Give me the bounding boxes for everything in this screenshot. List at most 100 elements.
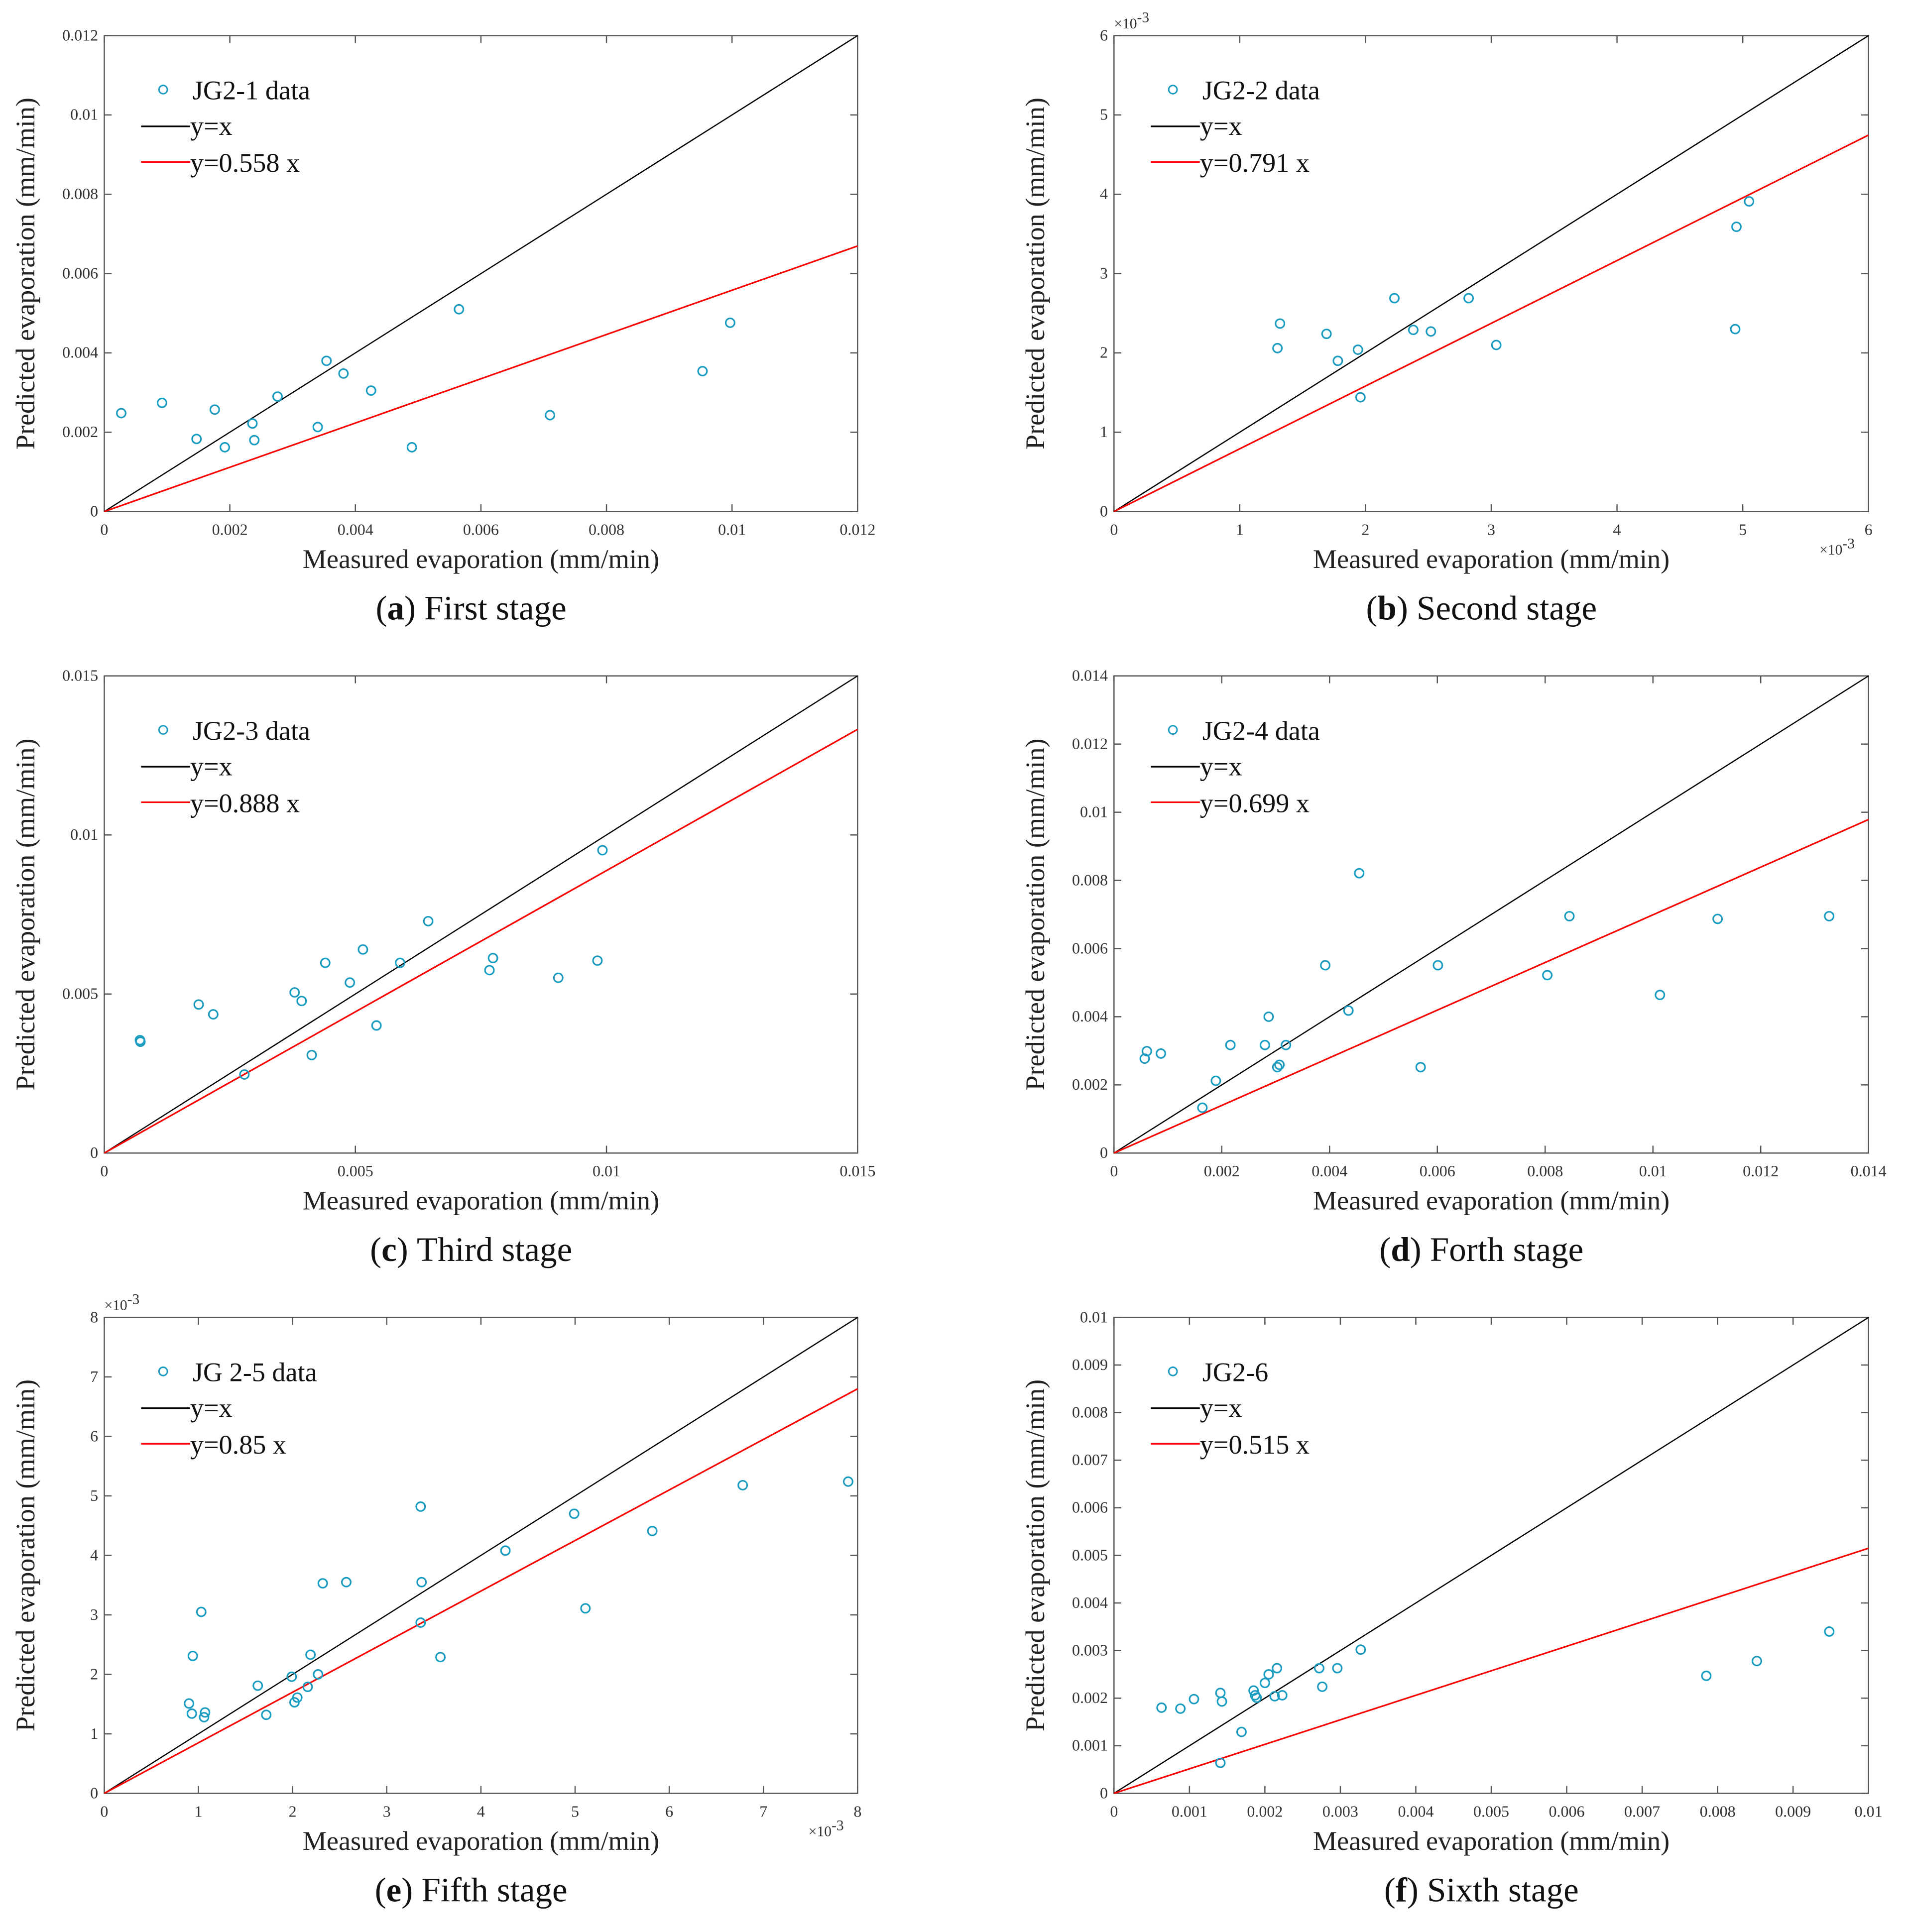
caption-paren-close: ) xyxy=(1410,1231,1430,1268)
x-tick-label: 1 xyxy=(195,1802,203,1820)
y-tick-label: 0.001 xyxy=(1072,1736,1108,1754)
caption-text: Fifth stage xyxy=(422,1871,568,1909)
caption-letter: b xyxy=(1377,589,1396,627)
identity-line xyxy=(1113,1317,1869,1794)
y-tick-label: 0.006 xyxy=(1072,1498,1108,1516)
y-exponent-label: ×10-3 xyxy=(1114,9,1149,31)
data-point xyxy=(1251,1692,1262,1703)
data-point xyxy=(724,317,735,328)
panel-caption: (c) Third stage xyxy=(370,1231,572,1268)
y-tick-label: 0 xyxy=(1100,1784,1108,1802)
data-point xyxy=(1712,913,1723,924)
data-point xyxy=(305,1649,316,1660)
y-tick-label: 1 xyxy=(1100,423,1108,441)
caption-letter: f xyxy=(1396,1871,1408,1909)
data-point xyxy=(156,397,167,408)
caption-text: Second stage xyxy=(1417,589,1597,627)
identity-line xyxy=(1113,35,1869,512)
caption-text: First stage xyxy=(424,589,567,627)
y-tick-label: 0.004 xyxy=(62,343,98,361)
data-point xyxy=(1210,1075,1221,1086)
x-tick-label: 0.001 xyxy=(1172,1802,1207,1820)
y-tick-label: 0.006 xyxy=(1072,939,1108,957)
x-tick-label: 0.006 xyxy=(1420,1162,1455,1180)
data-point xyxy=(1216,1696,1227,1707)
data-point xyxy=(1156,1702,1167,1713)
data-point xyxy=(1354,868,1365,879)
x-tick-label: 0.009 xyxy=(1775,1802,1811,1820)
x-tick-label: 0.007 xyxy=(1624,1802,1660,1820)
y-tick-label: 7 xyxy=(90,1367,98,1385)
data-point xyxy=(1175,1703,1186,1714)
y-tick-label: 0.002 xyxy=(1072,1075,1108,1093)
data-point xyxy=(1352,344,1363,355)
panel-caption: (e) Fifth stage xyxy=(375,1871,568,1909)
legend-label-identity: y=x xyxy=(190,751,233,781)
y-tick-label: 0.015 xyxy=(62,667,98,684)
legend-label-fit: y=0.558 x xyxy=(190,148,300,178)
data-point xyxy=(261,1709,272,1720)
panel-d: 0 0.002 0.004 0.006 0.008 0.01 0.012 0.014 0 0.00… xyxy=(1020,667,1887,1268)
fit-line xyxy=(1113,1547,1869,1794)
data-point xyxy=(580,1603,591,1614)
y-tick-label: 0.004 xyxy=(1072,1593,1108,1611)
legend-label-identity: y=x xyxy=(190,1393,233,1423)
y-tick-label: 2 xyxy=(90,1665,98,1683)
data-point xyxy=(553,972,564,983)
data-point xyxy=(296,996,307,1007)
data-point xyxy=(1141,1046,1152,1057)
data-point xyxy=(292,1692,303,1703)
caption-letter: e xyxy=(386,1871,402,1909)
data-point xyxy=(313,1669,324,1680)
x-tick-label: 0.012 xyxy=(839,520,875,538)
data-point xyxy=(187,1650,198,1661)
x-tick-label: 6 xyxy=(665,1802,673,1820)
x-tick-label: 2 xyxy=(1361,520,1369,538)
y-tick-label: 0.01 xyxy=(1080,802,1108,820)
data-point xyxy=(193,999,204,1010)
data-point xyxy=(1263,1011,1274,1022)
data-point xyxy=(1824,1626,1835,1637)
legend-marker-icon xyxy=(158,1366,168,1376)
y-tick-label: 0.002 xyxy=(1072,1689,1108,1706)
caption-text: Forth stage xyxy=(1430,1231,1583,1268)
x-axis-label: Measured evaporation (mm/min) xyxy=(303,544,659,574)
data-point xyxy=(1277,1690,1288,1701)
x-tick-label: 0.01 xyxy=(1639,1162,1667,1180)
panel-caption: (b) Second stage xyxy=(1366,589,1597,627)
data-point xyxy=(1751,1656,1762,1667)
x-tick-label: 0.005 xyxy=(338,1162,373,1180)
x-tick-label: 0.006 xyxy=(1549,1802,1585,1820)
y-tick-label: 2 xyxy=(1100,343,1108,361)
data-point xyxy=(1426,326,1436,337)
y-tick-label: 0.005 xyxy=(1072,1546,1108,1564)
x-tick-label: 0.002 xyxy=(1204,1162,1240,1180)
x-axis-label: Measured evaporation (mm/min) xyxy=(303,1186,659,1216)
data-point xyxy=(199,1712,210,1722)
x-tick-label: 3 xyxy=(1487,520,1495,538)
x-tick-label: 0.008 xyxy=(1700,1802,1736,1820)
y-tick-label: 0.008 xyxy=(1072,871,1108,889)
x-tick-label: 3 xyxy=(383,1802,391,1820)
caption-paren-close: ) xyxy=(397,1231,417,1268)
legend-label-data: JG 2-5 data xyxy=(193,1358,317,1387)
panel-a: 0 0.002 0.004 0.006 0.008 0.01 0.012 0 0.002 0.00… xyxy=(10,26,875,627)
x-tick-label: 0 xyxy=(1110,1162,1118,1180)
caption-paren-open: ( xyxy=(376,589,387,627)
caption-paren-close: ) xyxy=(404,589,424,627)
data-point xyxy=(1432,960,1443,971)
x-tick-label: 0.004 xyxy=(1398,1802,1433,1820)
x-axis-label: Measured evaporation (mm/min) xyxy=(1313,1826,1670,1856)
x-axis-label: Measured evaporation (mm/min) xyxy=(1313,1186,1670,1216)
data-point xyxy=(569,1508,580,1519)
legend-label-identity: y=x xyxy=(1200,1393,1242,1423)
fit-line xyxy=(104,1388,858,1794)
y-tick-label: 0.008 xyxy=(1072,1403,1108,1421)
x-tick-label: 0.005 xyxy=(1473,1802,1509,1820)
data-point xyxy=(135,1036,146,1047)
data-point xyxy=(286,1671,297,1682)
x-tick-label: 0.006 xyxy=(463,520,499,538)
data-point xyxy=(306,1049,317,1060)
x-tick-label: 2 xyxy=(289,1802,297,1820)
x-tick-label: 0.002 xyxy=(212,520,248,538)
